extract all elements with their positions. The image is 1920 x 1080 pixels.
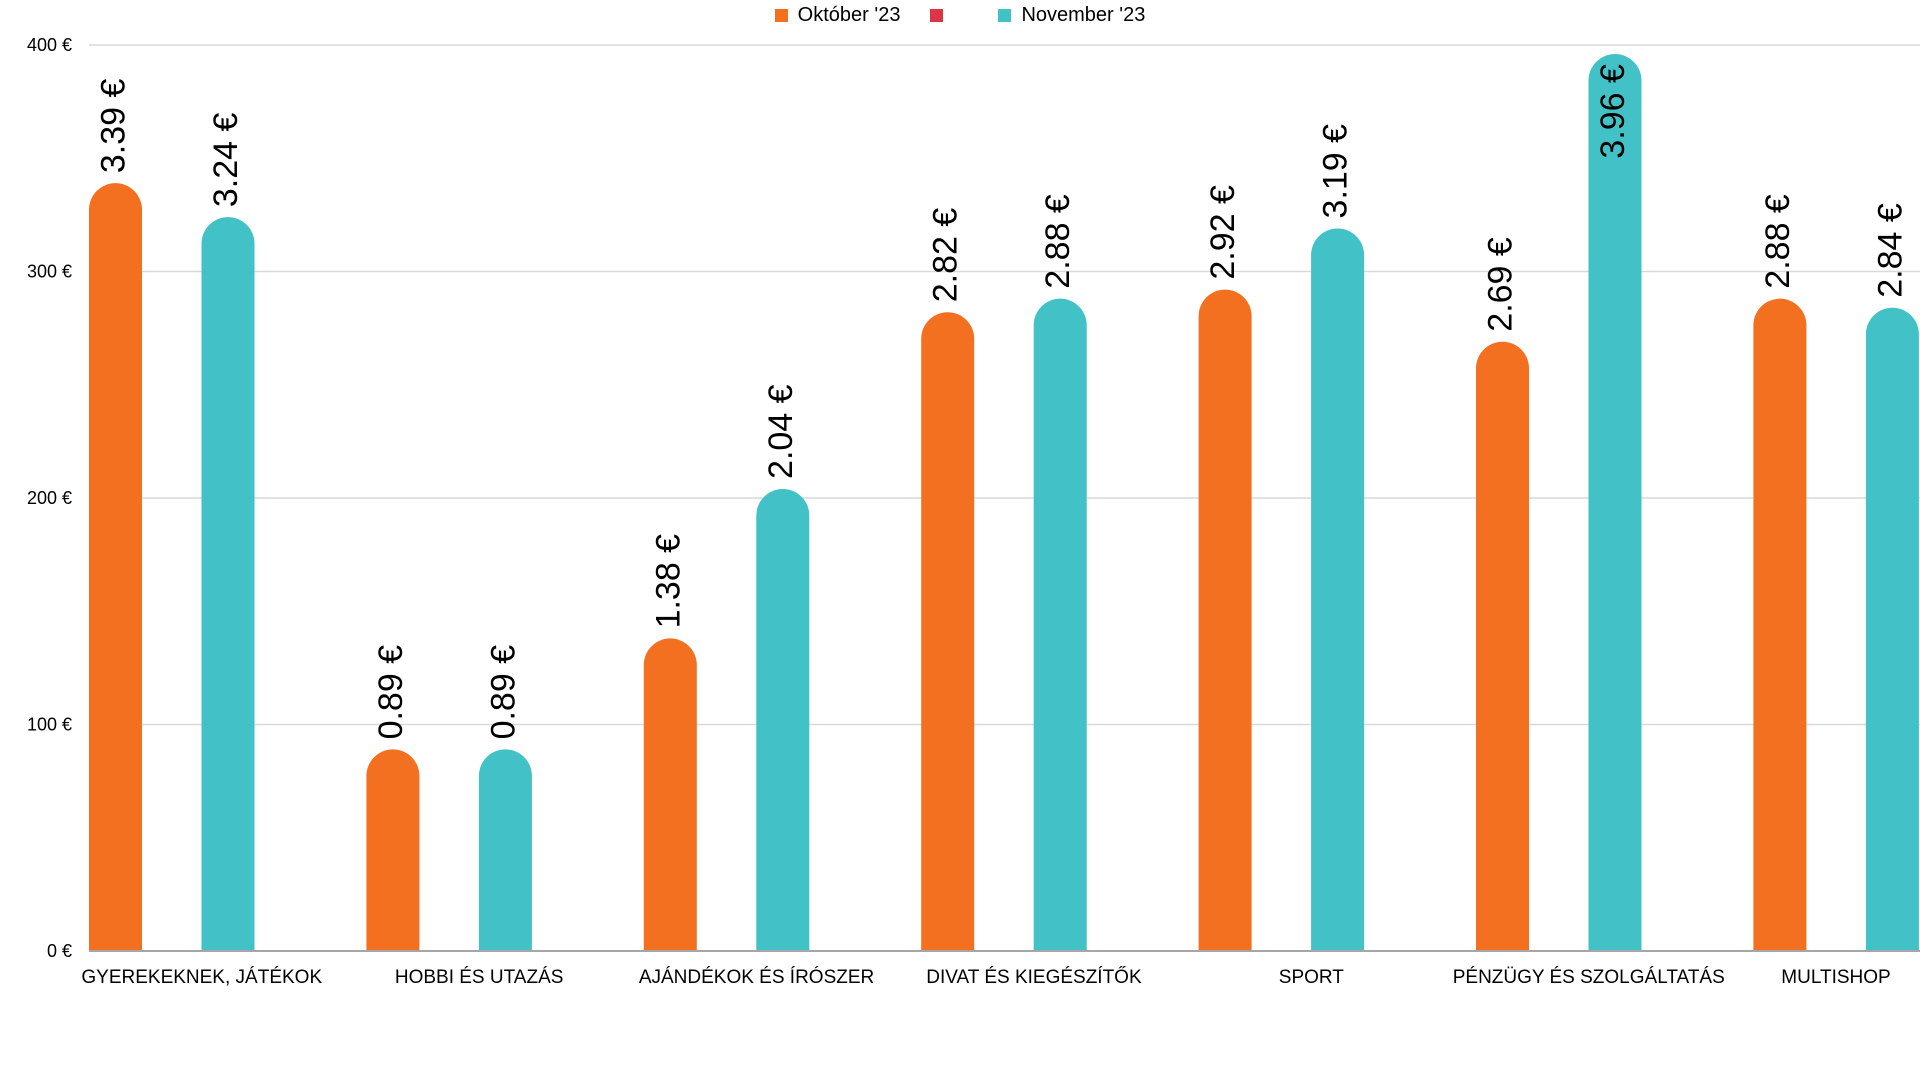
- bar: [89, 183, 142, 952]
- data-label: 2.92 €: [1204, 185, 1242, 280]
- data-label: 3.19 €: [1317, 124, 1355, 219]
- data-label: 2.88 €: [1759, 194, 1797, 289]
- legend-item: November '23: [998, 4, 1145, 27]
- y-tick-label: 0 €: [47, 941, 72, 961]
- legend: Október '23 November '23: [0, 4, 1920, 27]
- y-tick-label: 100 €: [27, 715, 72, 735]
- bar: [1753, 298, 1807, 951]
- data-label: 3.96 €: [1594, 64, 1632, 159]
- legend-item: [930, 4, 953, 27]
- legend-item: Október '23: [774, 4, 901, 27]
- legend-swatch: [774, 9, 788, 22]
- bar: [1588, 54, 1642, 951]
- y-tick-label: 200 €: [27, 488, 72, 508]
- bar: [643, 638, 697, 951]
- bar: [921, 312, 975, 951]
- data-label: 3.39 €: [95, 79, 133, 174]
- x-tick-label: PÉNZÜGY ÉS SZOLGÁLTATÁS: [1453, 967, 1725, 988]
- legend-swatch: [998, 9, 1012, 22]
- x-tick-label: AJÁNDÉKOK ÉS ÍRÓSZER: [639, 966, 874, 988]
- bar: [756, 488, 810, 951]
- bar: [1198, 289, 1252, 951]
- data-label: 2.82 €: [927, 208, 965, 303]
- data-label: 3.24 €: [207, 113, 245, 208]
- bar: [1033, 298, 1087, 951]
- data-label: 2.69 €: [1482, 237, 1520, 332]
- data-label: 0.89 €: [484, 645, 522, 740]
- bar: [1311, 228, 1365, 952]
- legend-label: November '23: [1021, 4, 1146, 26]
- x-tick-label: HOBBI ÉS UTAZÁS: [395, 967, 564, 988]
- data-label: 2.04 €: [762, 384, 800, 479]
- y-tick-label: 300 €: [27, 262, 72, 282]
- data-label: 0.89 €: [372, 645, 410, 740]
- bar: [1865, 307, 1919, 951]
- bar: [366, 749, 420, 951]
- x-tick-label: SPORT: [1279, 967, 1345, 988]
- x-tick-label: GYEREKEKNEK, JÁTÉKOK: [81, 967, 322, 988]
- y-tick-label: 400 €: [27, 35, 72, 55]
- bar: [201, 217, 255, 951]
- bar: [478, 749, 532, 951]
- bar: [1476, 341, 1529, 952]
- data-label: 1.38 €: [649, 534, 687, 629]
- data-label: 2.88 €: [1039, 194, 1077, 289]
- legend-label: Október '23: [797, 4, 901, 26]
- x-tick-label: DIVAT ÉS KIEGÉSZÍTŐK: [926, 966, 1142, 988]
- legend-swatch: [930, 9, 944, 22]
- data-label: 2.84 €: [1871, 203, 1909, 298]
- x-tick-label: MULTISHOP: [1781, 967, 1890, 988]
